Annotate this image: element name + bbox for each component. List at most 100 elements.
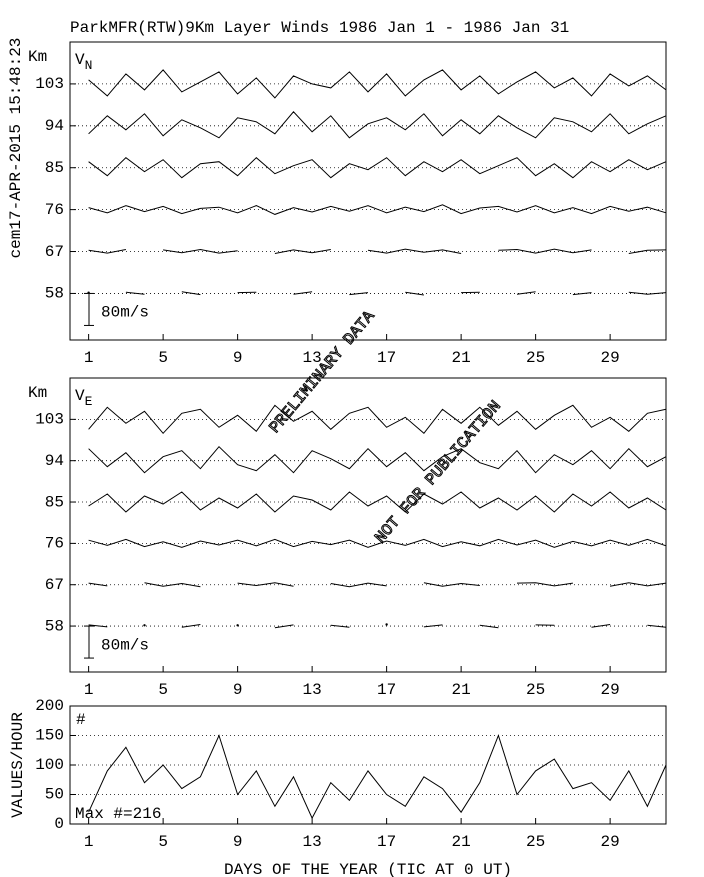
wind-trace	[88, 111, 667, 139]
panel-note: Max #=216	[75, 805, 161, 823]
y-tick-label: 85	[45, 159, 64, 177]
wind-trace	[385, 623, 388, 626]
wind-trace	[88, 445, 667, 474]
wind-trace	[88, 491, 667, 513]
x-tick-label: 25	[526, 681, 545, 699]
wind-trace	[88, 69, 667, 99]
x-tick-label: 13	[303, 833, 322, 851]
wind-trace	[423, 582, 480, 587]
y-tick-label: 100	[35, 756, 64, 774]
wind-trace	[647, 624, 667, 628]
y-tick-label: 0	[54, 815, 64, 833]
y-tick-label: 76	[45, 201, 64, 219]
x-tick-label: 5	[158, 349, 168, 367]
chart-title: ParkMFR(RTW)9Km Layer Winds 1986 Jan 1 -…	[70, 19, 569, 37]
x-tick-label: 25	[526, 349, 545, 367]
wind-trace	[405, 291, 424, 296]
x-tick-label: 1	[84, 349, 94, 367]
panel-label-sub: E	[85, 394, 93, 409]
x-tick-label: 25	[526, 833, 545, 851]
x-tick-label: 29	[601, 349, 620, 367]
x-tick-label: 17	[377, 349, 396, 367]
y-tick-label: 85	[45, 493, 64, 511]
wind-trace	[367, 248, 462, 254]
wind-trace	[479, 624, 499, 629]
plot-frame	[69, 377, 667, 673]
wind-trace	[498, 248, 592, 254]
wind-trace	[516, 291, 536, 295]
x-tick-label: 21	[452, 833, 471, 851]
x-tick-label: 29	[601, 833, 620, 851]
panel-label: VE	[75, 387, 93, 409]
x-tick-label: 5	[158, 681, 168, 699]
x-tick-label: 13	[303, 349, 322, 367]
wind-trace	[88, 249, 126, 254]
wind-trace	[163, 248, 238, 254]
wind-trace	[143, 624, 146, 627]
x-tick-label: 17	[377, 833, 396, 851]
plot-frame	[69, 41, 667, 341]
wind-trace	[516, 582, 573, 587]
wind-trace	[125, 291, 145, 295]
wind-trace	[610, 582, 667, 587]
wind-trace	[274, 624, 294, 629]
wind-trace	[181, 291, 201, 296]
panel-label-main: V	[75, 387, 85, 405]
x-tick-label: 21	[452, 681, 471, 699]
timestamp: cem17-APR-2015 15:48:23	[7, 38, 25, 259]
wind-trace	[591, 624, 611, 628]
x-tick-label: 17	[377, 681, 396, 699]
watermark: NOT FOR PUBLICATION	[372, 397, 505, 547]
y-tick-label: 94	[45, 117, 64, 135]
wind-trace	[293, 291, 313, 295]
x-axis-label: DAYS OF THE YEAR (TIC AT 0 UT)	[224, 861, 512, 877]
scale-bar-label: 80m/s	[101, 636, 149, 654]
wind-trace	[274, 249, 331, 254]
x-tick-label: 5	[158, 833, 168, 851]
y-tick-label: 58	[45, 617, 64, 635]
x-tick-label: 1	[84, 833, 94, 851]
wind-trace	[87, 291, 90, 294]
wind-trace	[88, 157, 667, 179]
panel-label: #	[76, 711, 86, 729]
x-tick-label: 9	[233, 681, 243, 699]
wind-trace	[88, 582, 108, 587]
x-tick-label: 9	[233, 349, 243, 367]
wind-trace	[88, 204, 667, 215]
wind-trace	[330, 582, 387, 588]
x-tick-label: 29	[601, 681, 620, 699]
y-tick-label: 94	[45, 452, 64, 470]
wind-trace	[349, 292, 369, 296]
scale-bar-label: 80m/s	[101, 304, 149, 322]
y-axis-label: Km	[28, 384, 47, 402]
wind-trace	[572, 292, 592, 296]
x-tick-label: 9	[233, 833, 243, 851]
wind-trace	[181, 624, 201, 628]
y-tick-label: 67	[45, 243, 64, 261]
panel-label-main: V	[75, 51, 85, 69]
x-tick-label: 21	[452, 349, 471, 367]
y-tick-label: 50	[45, 786, 64, 804]
wind-trace	[237, 582, 294, 587]
wind-trace	[88, 404, 667, 435]
wind-trace	[88, 538, 667, 548]
y-tick-label: 150	[35, 727, 64, 745]
wind-trace	[144, 582, 201, 588]
y-axis-label: Km	[28, 48, 47, 66]
y-tick-label: 200	[35, 697, 64, 715]
wind-trace	[423, 624, 443, 628]
x-tick-label: 13	[303, 681, 322, 699]
wind-trace	[628, 249, 667, 254]
panel-label-sub: N	[85, 58, 93, 73]
wind-trace	[88, 624, 108, 628]
y-tick-label: 58	[45, 285, 64, 303]
panel-label: VN	[75, 51, 92, 73]
wind-trace	[236, 624, 239, 627]
y-tick-label: 76	[45, 535, 64, 553]
wind-trace	[330, 624, 350, 628]
y-tick-label: 103	[35, 75, 64, 93]
y-tick-label: 103	[35, 411, 64, 429]
count-line	[88, 734, 667, 820]
x-tick-label: 1	[84, 681, 94, 699]
